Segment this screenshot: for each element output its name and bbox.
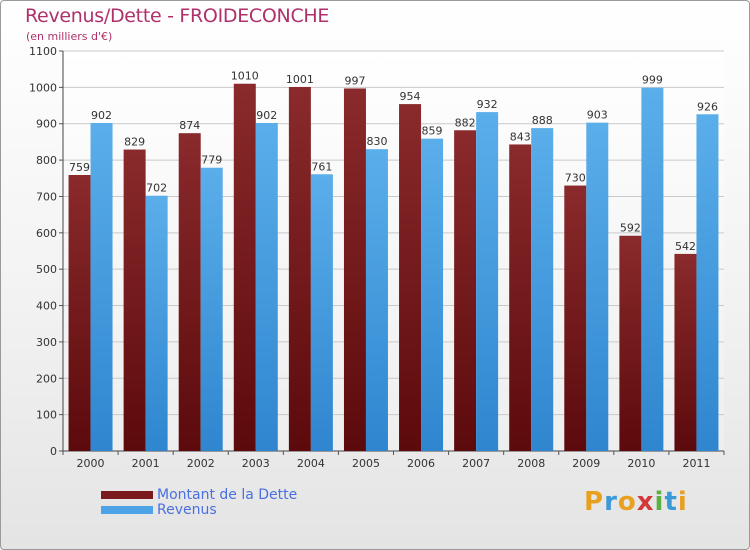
data-label: 999 [642, 74, 663, 87]
chart-title: Revenus/Dette - FROIDECONCHE [25, 5, 330, 27]
legend-label-revenue: Revenus [157, 501, 217, 518]
x-tick-label: 2002 [187, 457, 215, 470]
data-label: 903 [587, 109, 608, 122]
chart-subtitle: (en milliers d'€) [26, 30, 113, 43]
data-label: 932 [477, 98, 498, 111]
data-label: 759 [69, 161, 90, 174]
data-label: 1001 [286, 73, 314, 86]
data-label: 829 [124, 136, 145, 149]
x-tick-label: 2009 [572, 457, 600, 470]
y-tick-label: 400 [36, 300, 57, 313]
x-tick-label: 2010 [627, 457, 655, 470]
bar-debt [564, 185, 587, 451]
legend-label-debt: Montant de la Dette [157, 486, 298, 503]
legend: Montant de la Dette Revenus [101, 486, 298, 518]
logo-letter: r [604, 487, 618, 517]
data-label: 702 [146, 182, 167, 195]
x-tick-label: 2007 [462, 457, 490, 470]
logo-letter: o [617, 487, 637, 517]
bar-revenue [90, 123, 113, 451]
x-tick-label: 2000 [77, 457, 105, 470]
logo-letter: i [677, 487, 688, 517]
data-label: 779 [201, 154, 222, 167]
data-label: 902 [91, 109, 112, 122]
y-tick-label: 300 [36, 336, 57, 349]
data-label: 843 [510, 130, 531, 143]
bar-revenue [255, 123, 278, 451]
bar-revenue [365, 149, 388, 451]
bar-debt [68, 175, 91, 451]
legend-item-debt: Montant de la Dette [101, 486, 298, 503]
data-label: 592 [620, 222, 641, 235]
plot-area [63, 51, 724, 451]
logo-letter: t [664, 487, 678, 517]
data-label: 1010 [231, 70, 259, 83]
bar-debt [619, 235, 642, 451]
y-tick-label: 1100 [29, 45, 57, 58]
legend-swatch-revenue [101, 505, 153, 514]
x-tick-label: 2006 [407, 457, 435, 470]
bar-revenue [310, 174, 333, 452]
bar-debt [233, 83, 256, 452]
logo-letter: P [584, 487, 605, 517]
bar-revenue [200, 167, 223, 451]
bar-revenue [586, 122, 609, 452]
data-label: 542 [675, 240, 696, 253]
y-tick-label: 900 [36, 118, 57, 131]
bar-revenue [641, 87, 664, 452]
bar-revenue [421, 138, 444, 452]
bar-revenue [145, 195, 168, 451]
y-tick-label: 700 [36, 190, 57, 203]
bar-debt [123, 149, 146, 451]
data-label: 874 [179, 119, 200, 132]
data-label: 902 [256, 109, 277, 122]
bar-debt [399, 104, 422, 451]
x-tick-label: 2011 [682, 457, 710, 470]
data-label: 954 [400, 90, 421, 103]
x-tick-label: 2005 [352, 457, 380, 470]
bar-debt [288, 87, 311, 451]
legend-swatch-debt [101, 490, 153, 499]
y-tick-label: 800 [36, 154, 57, 167]
y-tick-label: 100 [36, 409, 57, 422]
bar-debt [674, 253, 697, 451]
legend-item-revenue: Revenus [101, 501, 297, 518]
data-label: 730 [565, 172, 586, 185]
data-label: 859 [422, 125, 443, 138]
bar-revenue [696, 114, 719, 451]
bar-revenue [476, 112, 499, 451]
bar-debt [454, 130, 477, 452]
x-tick-label: 2003 [242, 457, 270, 470]
data-label: 830 [366, 135, 387, 148]
x-tick-label: 2008 [517, 457, 545, 470]
data-label: 926 [697, 100, 718, 113]
data-label: 888 [532, 114, 553, 127]
bar-debt [509, 144, 532, 452]
proxiti-logo: Proxiti [584, 487, 688, 517]
x-tick-label: 2001 [132, 457, 160, 470]
bar-revenue [531, 128, 554, 451]
bar-debt [343, 88, 366, 452]
y-tick-label: 500 [36, 263, 57, 276]
data-label: 882 [455, 116, 476, 129]
y-tick-label: 200 [36, 372, 57, 385]
y-tick-label: 600 [36, 227, 57, 240]
bar-debt [178, 133, 201, 451]
y-tick-label: 0 [50, 445, 57, 458]
data-label: 761 [311, 160, 332, 173]
logo-letter: x [636, 487, 655, 517]
x-tick-label: 2004 [297, 457, 325, 470]
logo-letter: i [654, 487, 665, 517]
y-tick-label: 1000 [29, 81, 57, 94]
data-label: 997 [344, 74, 365, 87]
